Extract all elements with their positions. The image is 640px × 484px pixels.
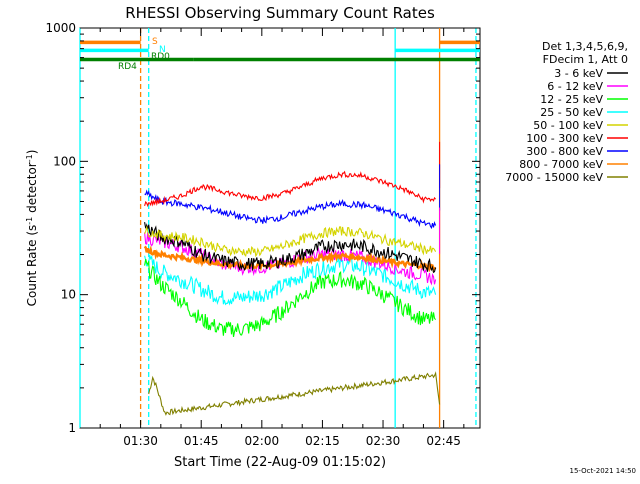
legend-label-9: 7000 - 15000 keV: [505, 171, 603, 184]
state-label-n: N: [159, 45, 166, 55]
series-line-6: [144, 170, 437, 208]
legend: Det 1,3,4,5,6,9, FDecim 1, Att 0 3 - 6 k…: [505, 40, 628, 184]
y-tick-label: 1: [68, 421, 76, 435]
series-line-2: [144, 232, 437, 286]
legend-label-8: 800 - 7000 keV: [519, 158, 603, 171]
state-bars: [80, 40, 480, 62]
x-tick-label: 01:45: [184, 434, 219, 448]
legend-label-1: 3 - 6 keV: [554, 67, 603, 80]
legend-header-line2: FDecim 1, Att 0: [543, 53, 628, 66]
x-tick-label: 02:15: [305, 434, 340, 448]
x-tick-label: 02:45: [426, 434, 461, 448]
x-tick-label: 02:30: [366, 434, 401, 448]
legend-label-2: 6 - 12 keV: [547, 80, 603, 93]
x-axis-label: Start Time (22-Aug-09 01:15:02): [174, 455, 386, 470]
state-label-rd4: RD4: [118, 62, 137, 72]
series-line-8: [143, 245, 437, 273]
series-line-4: [144, 254, 437, 306]
y-tick-label: 100: [53, 154, 76, 168]
series-line-9: [148, 371, 441, 416]
state-label-s: S: [152, 37, 158, 47]
state-label-rd0: RD0: [151, 52, 170, 62]
series-line-7: [144, 189, 437, 230]
x-tick-label: 02:00: [245, 434, 280, 448]
y-tick-label: 1000: [45, 21, 76, 35]
legend-label-3: 12 - 25 keV: [540, 93, 603, 106]
legend-label-7: 300 - 800 keV: [526, 145, 603, 158]
legend-header-line1: Det 1,3,4,5,6,9,: [542, 40, 628, 53]
y-axis-label: Count Rate (s-1 detector-1): [25, 150, 40, 307]
series-line-1: [144, 222, 437, 274]
generated-timestamp: 15-Oct-2021 14:50: [570, 467, 636, 475]
legend-label-6: 100 - 300 keV: [526, 132, 603, 145]
y-tick-label: 10: [61, 288, 76, 302]
time-markers: [79, 28, 477, 428]
legend-label-4: 25 - 50 keV: [540, 106, 603, 119]
series-line-5: [144, 225, 437, 258]
x-tick-label: 01:30: [123, 434, 158, 448]
series-layer: [143, 141, 441, 416]
series-line-3: [144, 259, 437, 338]
chart-title: RHESSI Observing Summary Count Rates: [125, 4, 435, 22]
axes: 1 10 100 1000 01:30 01:45 02:00 02:15 02:30 02:45: [45, 21, 480, 448]
legend-label-5: 50 - 100 keV: [533, 119, 603, 132]
